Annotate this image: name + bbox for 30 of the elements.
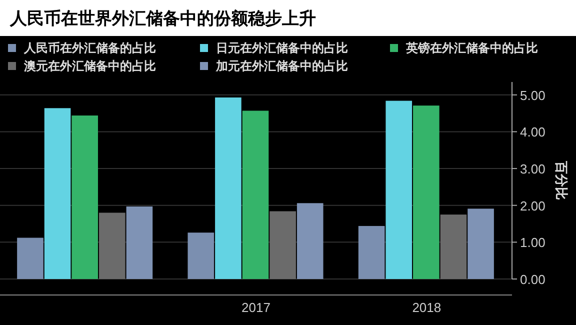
chart-title: 人民币在世界外汇储备中的份额稳步上升	[9, 9, 316, 28]
legend-item: 日元在外汇储备中的占比	[200, 41, 348, 55]
bar	[296, 203, 324, 279]
legend-item: 英镑在外汇储备中的占比	[390, 41, 538, 55]
bar	[72, 116, 98, 279]
y-tick-label: 4.00	[520, 124, 546, 140]
bar	[413, 106, 440, 279]
bar	[17, 238, 44, 279]
bar	[98, 212, 126, 279]
x-tick-label: 2018	[412, 300, 442, 315]
bar	[468, 208, 494, 279]
y-tick-label: 2.00	[520, 198, 546, 214]
bar	[358, 226, 385, 279]
legend-item: 澳元在外汇储备中的占比	[8, 59, 156, 73]
bar	[270, 211, 296, 279]
bar	[126, 206, 153, 279]
bar	[44, 108, 71, 279]
bar	[386, 100, 412, 279]
bar	[440, 214, 467, 279]
y-tick-label: 0.00	[520, 272, 546, 287]
x-tick-label: 2017	[242, 300, 270, 315]
bar	[215, 97, 242, 279]
y-tick-label: 3.00	[520, 162, 546, 177]
legend-item: 加元在外汇储备中的占比	[200, 59, 348, 73]
bar	[188, 232, 214, 279]
y-axis-title: 百分比	[554, 160, 569, 200]
y-tick-label: 5.00	[520, 88, 546, 103]
bar	[242, 110, 269, 279]
y-tick-label: 1.00	[520, 235, 546, 250]
legend-item: 人民币在外汇储备的占比	[8, 41, 156, 55]
